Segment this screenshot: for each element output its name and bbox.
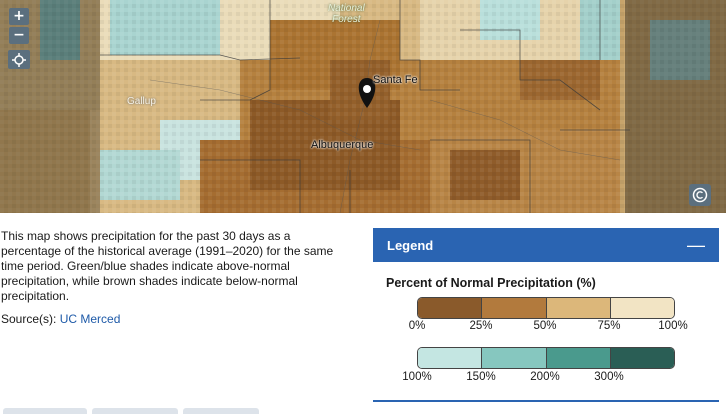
locate-button[interactable] — [8, 50, 30, 69]
dry-scale-swatch — [482, 298, 547, 318]
map-description: This map shows precipitation for the pas… — [1, 229, 334, 303]
collapse-icon[interactable]: — — [687, 235, 705, 255]
dry-scale-swatch — [610, 298, 674, 318]
dry-scale-swatch — [418, 298, 483, 318]
source-prefix: Source(s): — [1, 312, 60, 326]
legend-divider — [373, 400, 719, 402]
location-pin-icon[interactable] — [358, 78, 376, 108]
tab-stub-1[interactable] — [3, 408, 87, 414]
dry-scale-tick: 0% — [408, 320, 426, 332]
map-label-national-forest: National Forest — [328, 3, 365, 25]
map-label-gallup: Gallup — [127, 96, 156, 107]
wet-scale-tick: 100% — [402, 371, 432, 383]
tab-stub-3[interactable] — [183, 408, 259, 414]
wet-scale-swatch — [546, 348, 611, 368]
dry-scale-swatch — [546, 298, 611, 318]
wet-scale-swatch — [418, 348, 483, 368]
dry-scale-tick: 75% — [597, 320, 621, 332]
legend-subtitle: Percent of Normal Precipitation (%) — [386, 276, 596, 290]
legend-header[interactable]: Legend — — [373, 228, 719, 262]
map-label-santa-fe: Santa Fe — [373, 74, 418, 86]
copyright-icon — [692, 187, 708, 203]
dry-scale-tick: 50% — [533, 320, 557, 332]
dry-scale-tick: 25% — [469, 320, 493, 332]
map-raster — [0, 0, 726, 213]
legend-panel: Legend — Percent of Normal Precipitation… — [373, 228, 719, 403]
wet-scale-tick: 200% — [530, 371, 560, 383]
wet-scale-tick: 150% — [466, 371, 496, 383]
map-label-albuquerque: Albuquerque — [311, 139, 374, 151]
locate-icon — [12, 53, 26, 67]
source-link[interactable]: UC Merced — [59, 312, 121, 326]
attribution-button[interactable] — [689, 184, 711, 206]
precipitation-map[interactable]: + − National Forest Santa Fe Gallup Albu… — [0, 0, 726, 213]
wet-scale-tick: 300% — [594, 371, 624, 383]
zoom-in-button[interactable]: + — [9, 8, 29, 25]
legend-title: Legend — [387, 237, 434, 253]
zoom-out-button[interactable]: − — [9, 27, 29, 44]
tab-stub-2[interactable] — [92, 408, 178, 414]
wet-scale-swatch — [610, 348, 674, 368]
dry-color-scale — [417, 297, 675, 319]
wet-color-scale — [417, 347, 675, 369]
dry-scale-tick: 100% — [658, 320, 688, 332]
source-line: Source(s): UC Merced — [1, 312, 120, 326]
wet-scale-swatch — [482, 348, 547, 368]
